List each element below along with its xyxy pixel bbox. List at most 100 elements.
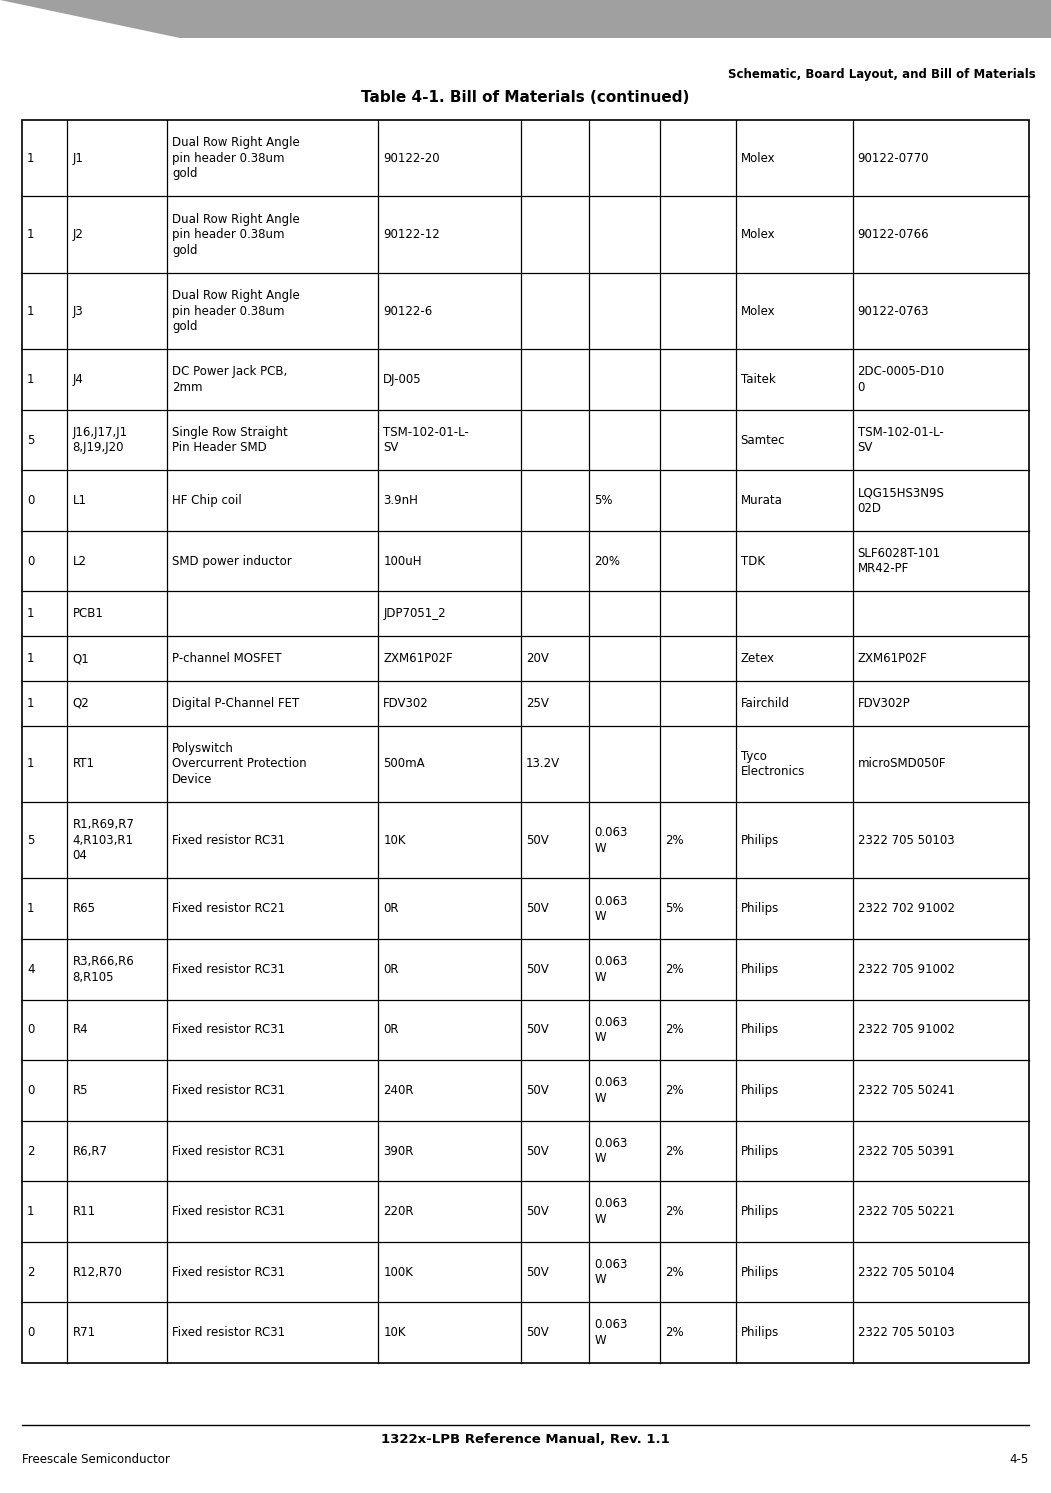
Text: 5%: 5%: [595, 494, 613, 508]
Text: 2%: 2%: [665, 1266, 683, 1278]
Text: 50V: 50V: [527, 1205, 549, 1218]
Text: 90122-6: 90122-6: [384, 305, 433, 318]
Text: R4: R4: [73, 1023, 88, 1036]
Text: 2: 2: [27, 1266, 35, 1278]
Text: 2322 702 91002: 2322 702 91002: [858, 902, 954, 915]
Bar: [22, 119, 1029, 1363]
Text: ZXM61P02F: ZXM61P02F: [858, 652, 927, 664]
Text: 10K: 10K: [384, 833, 406, 847]
Text: 2%: 2%: [665, 1326, 683, 1339]
Text: 50V: 50V: [527, 902, 549, 915]
Text: 1: 1: [27, 608, 35, 621]
Text: FDV302: FDV302: [384, 697, 429, 709]
Text: Philips: Philips: [741, 833, 779, 847]
Text: 1: 1: [27, 152, 35, 164]
Text: 50V: 50V: [527, 1266, 549, 1278]
Text: L1: L1: [73, 494, 86, 508]
Text: 13.2V: 13.2V: [527, 757, 560, 770]
Text: Fixed resistor RC31: Fixed resistor RC31: [172, 1205, 285, 1218]
Text: J2: J2: [73, 228, 83, 240]
Text: 2322 705 50391: 2322 705 50391: [858, 1145, 954, 1157]
Text: 0: 0: [27, 1084, 35, 1097]
Text: Dual Row Right Angle
pin header 0.38um
gold: Dual Row Right Angle pin header 0.38um g…: [172, 136, 300, 181]
Text: J16,J17,J1
8,J19,J20: J16,J17,J1 8,J19,J20: [73, 426, 127, 454]
Text: 1: 1: [27, 902, 35, 915]
Text: Single Row Straight
Pin Header SMD: Single Row Straight Pin Header SMD: [172, 426, 288, 454]
Text: L2: L2: [73, 555, 86, 567]
Text: 2%: 2%: [665, 1023, 683, 1036]
Text: Philips: Philips: [741, 1145, 779, 1157]
Text: 2322 705 50103: 2322 705 50103: [858, 1326, 954, 1339]
Text: J1: J1: [73, 152, 83, 164]
Text: 50V: 50V: [527, 1145, 549, 1157]
Text: Tyco
Electronics: Tyco Electronics: [741, 749, 805, 778]
Text: 90122-20: 90122-20: [384, 152, 440, 164]
Text: Freescale Semiconductor: Freescale Semiconductor: [22, 1453, 170, 1466]
Text: 0.063
W: 0.063 W: [595, 956, 627, 984]
Text: TSM-102-01-L-
SV: TSM-102-01-L- SV: [858, 426, 943, 454]
Text: 0R: 0R: [384, 902, 398, 915]
Text: 390R: 390R: [384, 1145, 414, 1157]
Text: Taitek: Taitek: [741, 373, 776, 387]
Text: 25V: 25V: [527, 697, 549, 709]
Text: 50V: 50V: [527, 1326, 549, 1339]
Text: Zetex: Zetex: [741, 652, 775, 664]
Text: 3.9nH: 3.9nH: [384, 494, 418, 508]
Text: TDK: TDK: [741, 555, 764, 567]
Text: 5%: 5%: [665, 902, 683, 915]
Text: Samtec: Samtec: [741, 433, 785, 446]
Text: 500mA: 500mA: [384, 757, 425, 770]
Text: 2322 705 50103: 2322 705 50103: [858, 833, 954, 847]
Text: 240R: 240R: [384, 1084, 414, 1097]
Text: 2%: 2%: [665, 1205, 683, 1218]
Text: P-channel MOSFET: P-channel MOSFET: [172, 652, 282, 664]
Text: 0: 0: [27, 494, 35, 508]
Text: 100uH: 100uH: [384, 555, 421, 567]
Text: 2322 705 91002: 2322 705 91002: [858, 1023, 954, 1036]
Text: 50V: 50V: [527, 833, 549, 847]
Text: 220R: 220R: [384, 1205, 414, 1218]
Text: 0.063
W: 0.063 W: [595, 1259, 627, 1287]
Text: 2%: 2%: [665, 963, 683, 976]
Text: 10K: 10K: [384, 1326, 406, 1339]
Text: J4: J4: [73, 373, 83, 387]
Text: RT1: RT1: [73, 757, 95, 770]
Text: 0.063
W: 0.063 W: [595, 1076, 627, 1105]
Text: microSMD050F: microSMD050F: [858, 757, 946, 770]
Text: Q2: Q2: [73, 697, 89, 709]
Text: Fixed resistor RC31: Fixed resistor RC31: [172, 1326, 285, 1339]
Text: R6,R7: R6,R7: [73, 1145, 107, 1157]
Text: 50V: 50V: [527, 963, 549, 976]
Text: Molex: Molex: [741, 228, 776, 240]
Text: 1: 1: [27, 373, 35, 387]
Text: Fairchild: Fairchild: [741, 697, 789, 709]
Text: 20V: 20V: [527, 652, 549, 664]
Text: 0.063
W: 0.063 W: [595, 826, 627, 854]
Text: 2322 705 50104: 2322 705 50104: [858, 1266, 954, 1278]
Text: 4: 4: [27, 963, 35, 976]
Text: Fixed resistor RC31: Fixed resistor RC31: [172, 963, 285, 976]
Text: JDP7051_2: JDP7051_2: [384, 608, 446, 621]
Text: 0: 0: [27, 1326, 35, 1339]
Text: Fixed resistor RC31: Fixed resistor RC31: [172, 1023, 285, 1036]
Text: PCB1: PCB1: [73, 608, 103, 621]
Text: 1322x-LPB Reference Manual, Rev. 1.1: 1322x-LPB Reference Manual, Rev. 1.1: [382, 1433, 669, 1447]
Text: 90122-0770: 90122-0770: [858, 152, 929, 164]
Text: Philips: Philips: [741, 1326, 779, 1339]
Text: Philips: Philips: [741, 1266, 779, 1278]
Text: 0R: 0R: [384, 1023, 398, 1036]
Text: J3: J3: [73, 305, 83, 318]
Text: 1: 1: [27, 757, 35, 770]
Text: Molex: Molex: [741, 152, 776, 164]
Text: 90122-12: 90122-12: [384, 228, 440, 240]
Text: 1: 1: [27, 652, 35, 664]
Text: Dual Row Right Angle
pin header 0.38um
gold: Dual Row Right Angle pin header 0.38um g…: [172, 212, 300, 257]
Text: Philips: Philips: [741, 902, 779, 915]
Text: Fixed resistor RC31: Fixed resistor RC31: [172, 1145, 285, 1157]
Polygon shape: [0, 0, 1051, 37]
Text: 1: 1: [27, 697, 35, 709]
Text: 20%: 20%: [595, 555, 620, 567]
Text: Polyswitch
Overcurrent Protection
Device: Polyswitch Overcurrent Protection Device: [172, 742, 307, 785]
Text: 0.063
W: 0.063 W: [595, 894, 627, 923]
Text: 5: 5: [27, 433, 35, 446]
